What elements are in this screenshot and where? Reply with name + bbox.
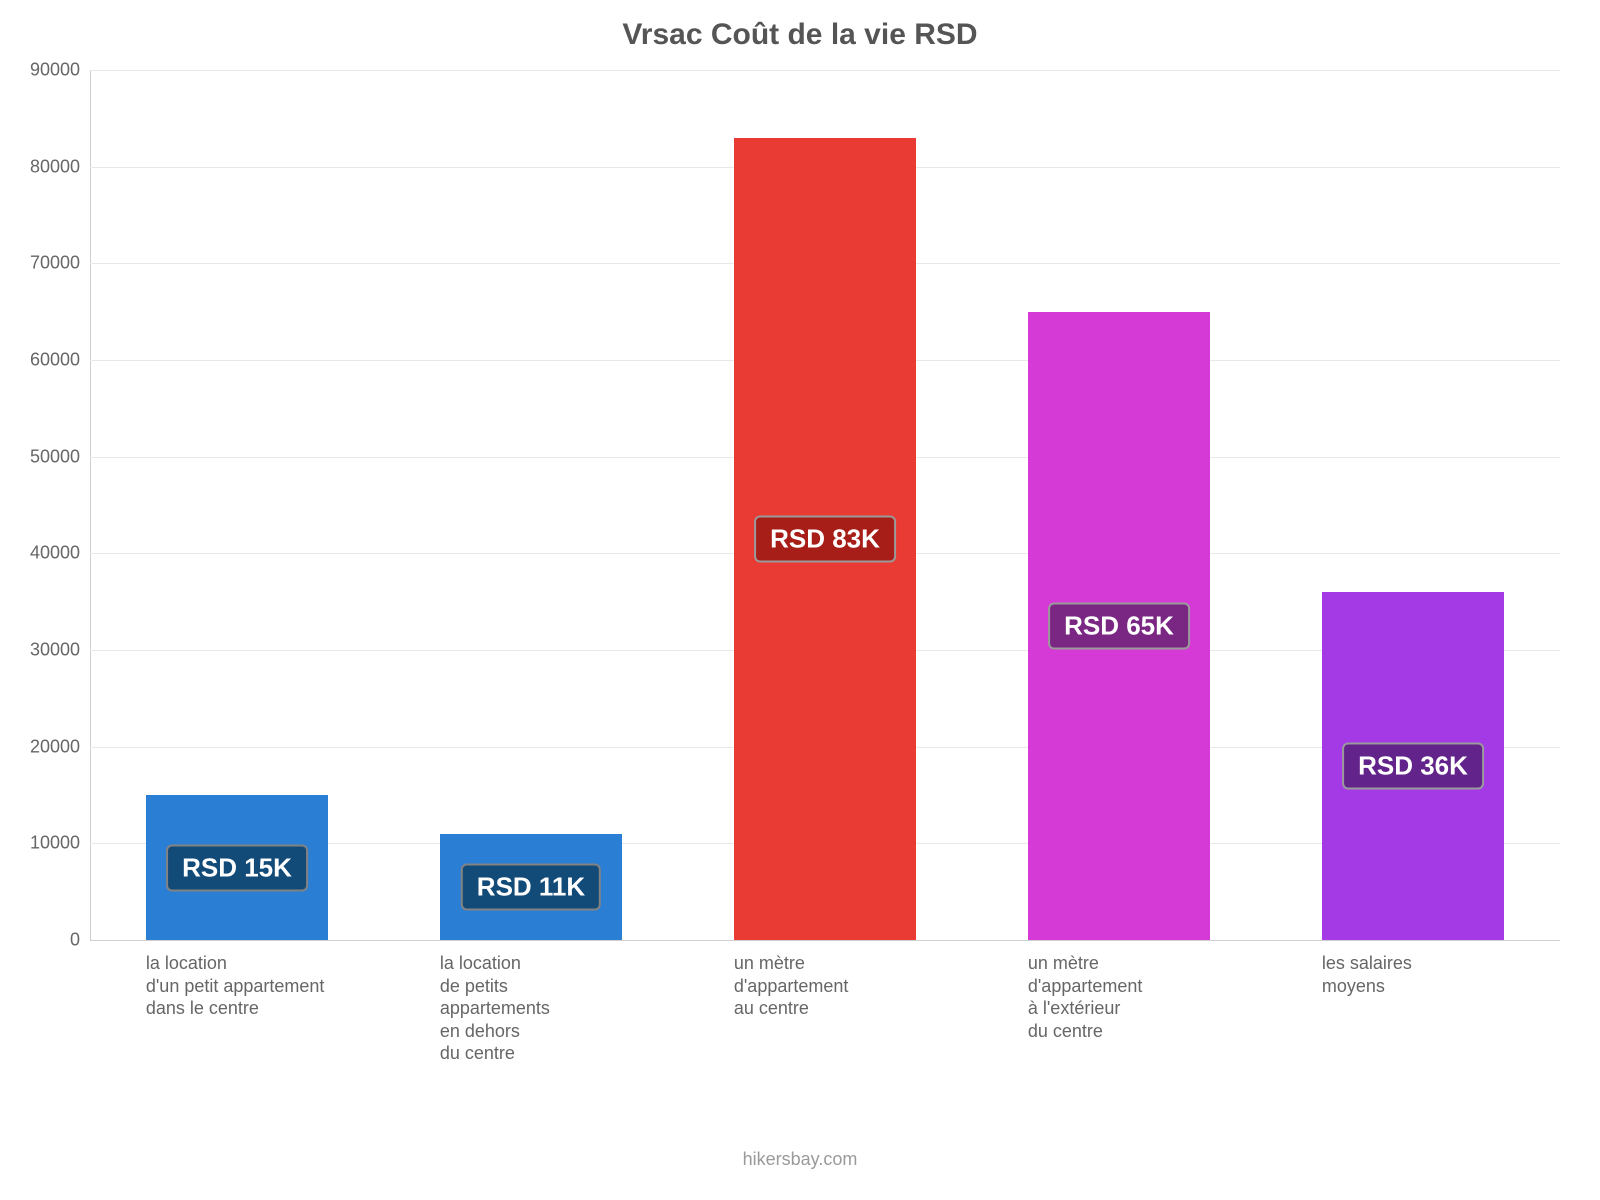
x-tick-label: la location d'un petit appartement dans … bbox=[146, 940, 328, 1020]
y-tick-label: 40000 bbox=[30, 543, 90, 564]
bar: RSD 15K bbox=[146, 795, 328, 940]
chart-container: Vrsac Coût de la vie RSD 010000200003000… bbox=[0, 0, 1600, 1200]
y-tick-label: 50000 bbox=[30, 446, 90, 467]
y-tick-label: 80000 bbox=[30, 156, 90, 177]
y-axis-line bbox=[90, 70, 91, 940]
y-tick-label: 30000 bbox=[30, 640, 90, 661]
x-tick-label: la location de petits appartements en de… bbox=[440, 940, 622, 1065]
x-tick-label: un mètre d'appartement au centre bbox=[734, 940, 916, 1020]
y-tick-label: 0 bbox=[70, 930, 90, 951]
y-tick-label: 20000 bbox=[30, 736, 90, 757]
bar-value-badge: RSD 36K bbox=[1342, 743, 1484, 790]
plot-area: 0100002000030000400005000060000700008000… bbox=[90, 70, 1560, 940]
y-tick-label: 60000 bbox=[30, 350, 90, 371]
chart-title: Vrsac Coût de la vie RSD bbox=[0, 18, 1600, 52]
y-tick-label: 90000 bbox=[30, 60, 90, 81]
x-tick-label: les salaires moyens bbox=[1322, 940, 1504, 997]
y-tick-label: 10000 bbox=[30, 833, 90, 854]
bar: RSD 65K bbox=[1028, 312, 1210, 940]
bar-value-badge: RSD 11K bbox=[461, 863, 601, 910]
bar-value-badge: RSD 65K bbox=[1048, 602, 1190, 649]
x-tick-label: un mètre d'appartement à l'extérieur du … bbox=[1028, 940, 1210, 1042]
bar: RSD 83K bbox=[734, 138, 916, 940]
bar: RSD 11K bbox=[440, 834, 622, 940]
bar-value-badge: RSD 15K bbox=[166, 844, 308, 891]
bar: RSD 36K bbox=[1322, 592, 1504, 940]
chart-footer: hikersbay.com bbox=[0, 1149, 1600, 1170]
gridline bbox=[90, 70, 1560, 71]
bar-value-badge: RSD 83K bbox=[754, 515, 896, 562]
y-tick-label: 70000 bbox=[30, 253, 90, 274]
